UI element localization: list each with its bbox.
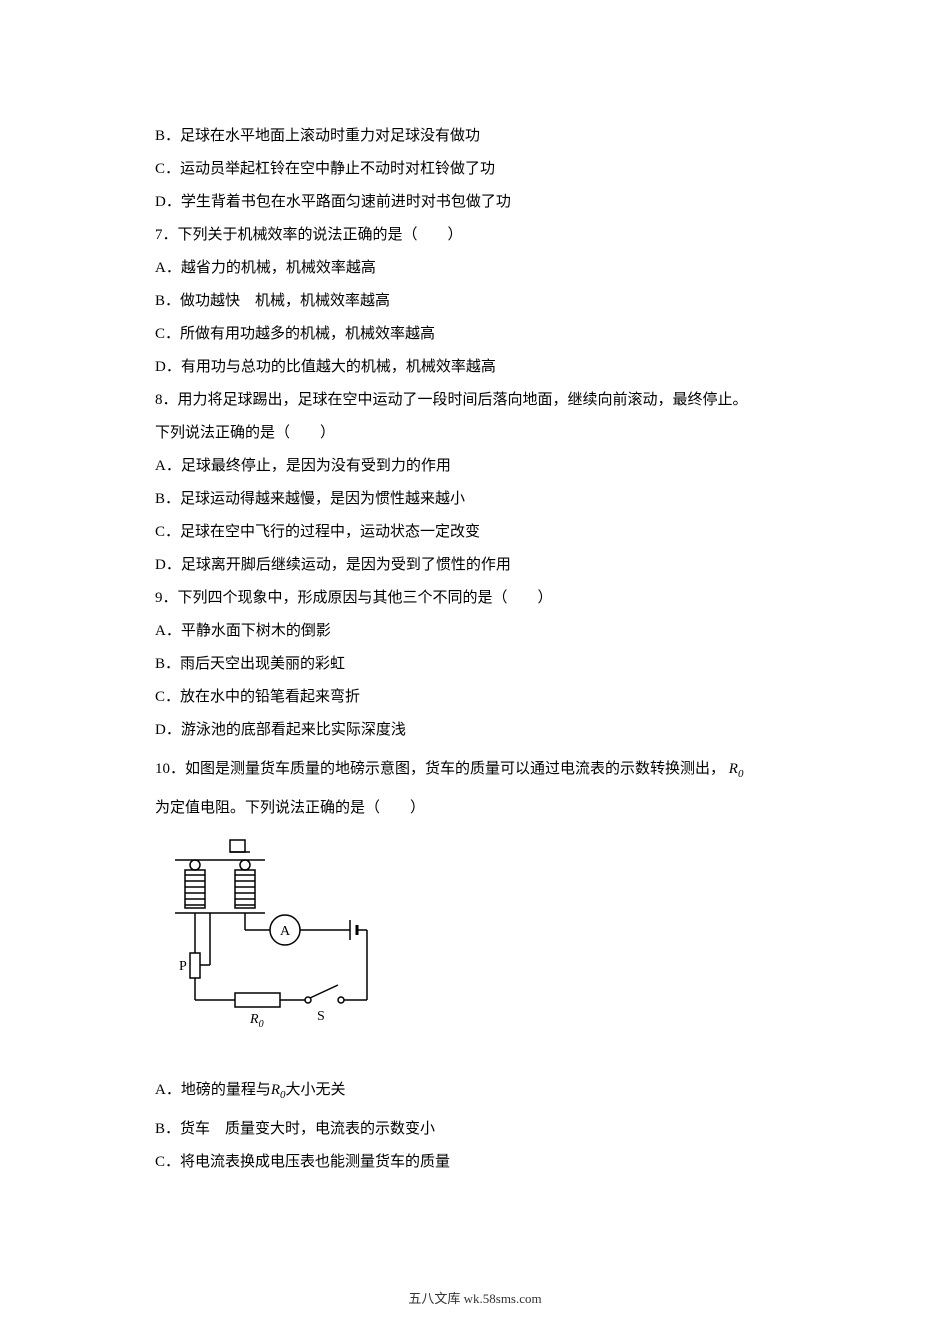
q10-text-1: 10．如图是测量货车质量的地磅示意图，货车的质量可以通过电流表的示数转换测出，: [155, 761, 725, 777]
p-label: P: [179, 959, 187, 974]
question-7: 7．下列关于机械效率的说法正确的是（ ）: [155, 219, 795, 252]
q8-option-d: D．足球离开脚后继续运动，是因为受到了惯性的作用: [155, 549, 795, 582]
q8-option-c: C．足球在空中飞行的过程中，运动状态一定改变: [155, 516, 795, 549]
option-b: B．足球在水平地面上滚动时重力对足球没有做功: [155, 120, 795, 153]
q9-option-a: A．平静水面下树木的倒影: [155, 615, 795, 648]
q8-option-b: B．足球运动得越来越慢，是因为惯性越来越小: [155, 483, 795, 516]
q9-option-d: D．游泳池的底部看起来比实际深度浅: [155, 714, 795, 747]
question-9: 9．下列四个现象中，形成原因与其他三个不同的是（ ）: [155, 582, 795, 615]
q8-continuation: 下列说法正确的是（ ）: [155, 417, 795, 450]
q10-option-a: A．地磅的量程与R0大小无关: [155, 1068, 795, 1113]
question-8: 8．用力将足球踢出，足球在空中运动了一段时间后落向地面，继续向前滚动，最终停止。: [155, 384, 795, 417]
q10-continuation: 为定值电阻。下列说法正确的是（ ）: [155, 792, 795, 825]
r0-label: R0: [249, 1012, 264, 1030]
ammeter-label: A: [280, 924, 291, 939]
question-10: 10．如图是测量货车质量的地磅示意图，货车的质量可以通过电流表的示数转换测出， …: [155, 747, 795, 792]
q7-option-c: C．所做有用功越多的机械，机械效率越高: [155, 318, 795, 351]
q10-option-b: B．货车 质量变大时，电流表的示数变小: [155, 1113, 795, 1146]
q10a-text-2: 大小无关: [286, 1082, 346, 1098]
q9-option-c: C．放在水中的铅笔看起来弯折: [155, 681, 795, 714]
option-d: D．学生背着书包在水平路面匀速前进时对书包做了功: [155, 186, 795, 219]
q8-option-a: A．足球最终停止，是因为没有受到力的作用: [155, 450, 795, 483]
circuit-svg: A P R0 S: [155, 835, 385, 1035]
q9-option-b: B．雨后天空出现美丽的彩虹: [155, 648, 795, 681]
q10a-text-1: A．地磅的量程与: [155, 1082, 271, 1098]
r0-symbol: R0: [729, 761, 744, 777]
circuit-diagram: A P R0 S: [155, 835, 795, 1048]
footer-text: 五八文库 wk.58sms.com: [408, 1285, 541, 1314]
s-label: S: [317, 1009, 325, 1024]
q7-option-d: D．有用功与总功的比值越大的机械，机械效率越高: [155, 351, 795, 384]
r0-symbol-2: R0: [271, 1082, 286, 1098]
q7-option-a: A．越省力的机械，机械效率越高: [155, 252, 795, 285]
q10-option-c: C．将电流表换成电压表也能测量货车的质量: [155, 1146, 795, 1179]
option-c: C．运动员举起杠铃在空中静止不动时对杠铃做了功: [155, 153, 795, 186]
q7-option-b: B．做功越快 机械，机械效率越高: [155, 285, 795, 318]
